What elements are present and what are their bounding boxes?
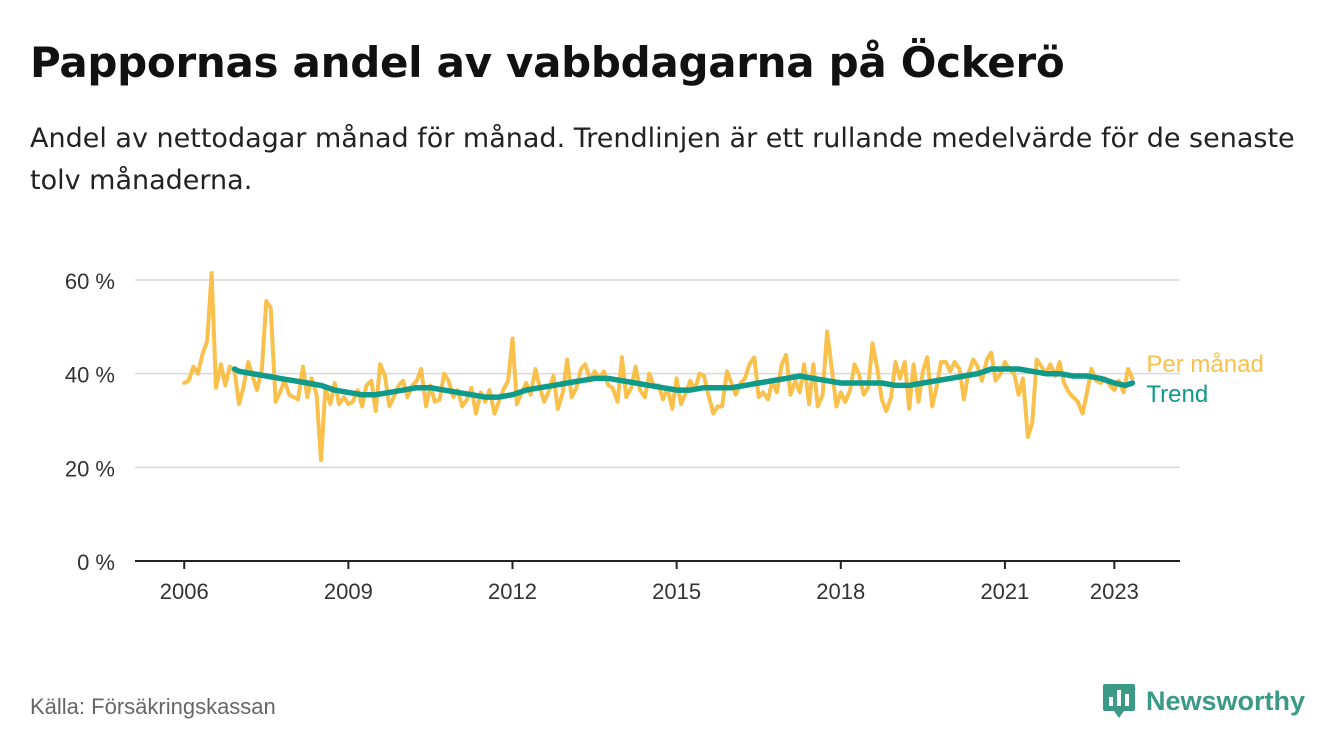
x-tick-label: 2006 [160,579,209,604]
x-tick-label: 2012 [488,579,537,604]
line-chart: 0 % 20 % 40 % 60 % 2006 2009 2012 2015 2018 2021… [65,269,1264,604]
source-note: Källa: Försäkringskassan [30,694,276,719]
x-tick-label: 2015 [652,579,701,604]
bar-chart-bubble-icon [1103,684,1135,718]
gridlines [135,279,1180,469]
x-axis: 2006 2009 2012 2015 2018 2021 2023 [135,560,1180,604]
brand-name: Newsworthy [1146,685,1306,716]
series-layer [182,271,1136,463]
legend-label: Per månad [1146,351,1263,378]
y-tick-label: 60 % [65,269,115,294]
legend: Per månad Trend [1146,351,1263,408]
y-tick-label: 20 % [65,456,115,481]
chart-title: Pappornas andel av vabbdagarna på Öckerö [30,38,1065,87]
y-tick-label: 0 % [77,550,115,575]
x-tick-label: 2018 [816,579,865,604]
chart-subtitle: Andel av nettodagar månad för månad. Tre… [30,123,1295,196]
legend-label: Trend [1146,381,1208,408]
x-tick-label: 2021 [980,579,1029,604]
y-tick-label: 40 % [65,363,115,388]
brand-logo: Newsworthy [1102,682,1305,720]
y-axis: 0 % 20 % 40 % 60 % [65,269,115,575]
series-trend-line [231,366,1136,400]
x-tick-label: 2009 [324,579,373,604]
x-tick-label: 2023 [1090,579,1139,604]
